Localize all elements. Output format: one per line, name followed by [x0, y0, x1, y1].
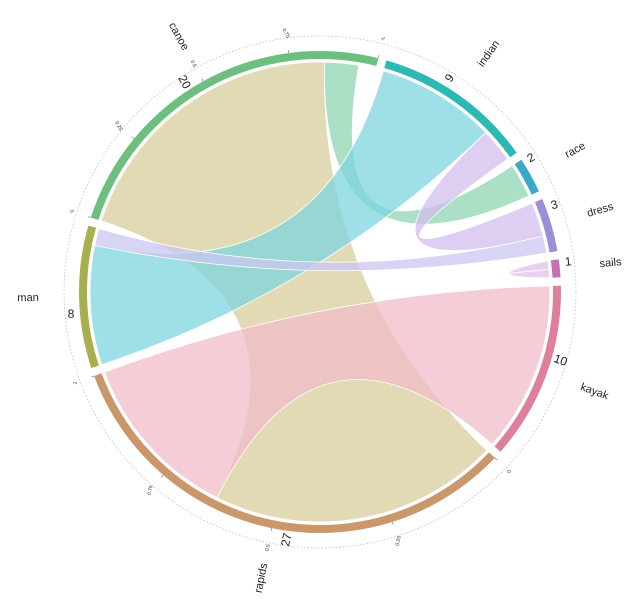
sector-value: 2 — [525, 150, 538, 166]
chord-ribbon — [508, 260, 550, 279]
scale-tick — [87, 216, 91, 218]
scale-tick-label: 0 — [68, 209, 75, 215]
scale-tick-label: 1 — [72, 381, 78, 385]
sector-arc — [494, 285, 562, 452]
sector-value: 1 — [564, 254, 572, 269]
sector-name: indian — [475, 38, 502, 69]
scale-tick-label: 0.5 — [264, 544, 271, 552]
sector-arc — [94, 373, 495, 533]
sector-arc — [550, 259, 561, 278]
scale-tick — [201, 78, 204, 82]
sector-value: 10 — [552, 351, 570, 369]
chords — [89, 61, 551, 523]
sector-arc — [384, 60, 517, 158]
scale-tick-label: 0.25 — [395, 535, 403, 546]
sector-arc — [514, 159, 539, 195]
sector-name: canoe — [166, 21, 191, 53]
chord-ribbon — [94, 228, 548, 272]
sector-name: dress — [586, 201, 616, 220]
sector-name: man — [17, 292, 39, 304]
scale-tick-label: 0 — [506, 470, 512, 474]
sector-value: 8 — [68, 307, 75, 321]
outer-guide — [63, 35, 577, 549]
scale-tick — [392, 521, 394, 525]
scale-tick-label: 0.75 — [147, 485, 155, 496]
chord-ribbon — [414, 131, 544, 251]
sector-value: 3 — [549, 197, 560, 212]
scale-tick-label: 0.5 — [189, 59, 198, 68]
sector-arc — [79, 225, 99, 369]
scale-tick — [131, 136, 135, 139]
sector-name: rapids — [253, 562, 271, 594]
scale-tick-label: 0.25 — [113, 120, 123, 132]
scale-tick-label: 1 — [380, 36, 387, 42]
sector-value: 9 — [442, 71, 457, 85]
scale-tick — [378, 55, 380, 59]
sector-arc — [534, 199, 558, 253]
sector-name: sails — [599, 256, 623, 270]
scale-tick — [270, 528, 273, 532]
scale-tick — [161, 474, 164, 478]
sector-value: 27 — [278, 531, 294, 547]
sector-name: race — [563, 140, 588, 161]
sector-name: kayak — [579, 381, 611, 402]
scale-tick — [494, 457, 498, 461]
scale-tick-label: 0.75 — [281, 28, 291, 40]
scale-tick — [91, 375, 95, 378]
sector-value: 20 — [175, 73, 194, 92]
chord-ribbon — [103, 285, 551, 499]
